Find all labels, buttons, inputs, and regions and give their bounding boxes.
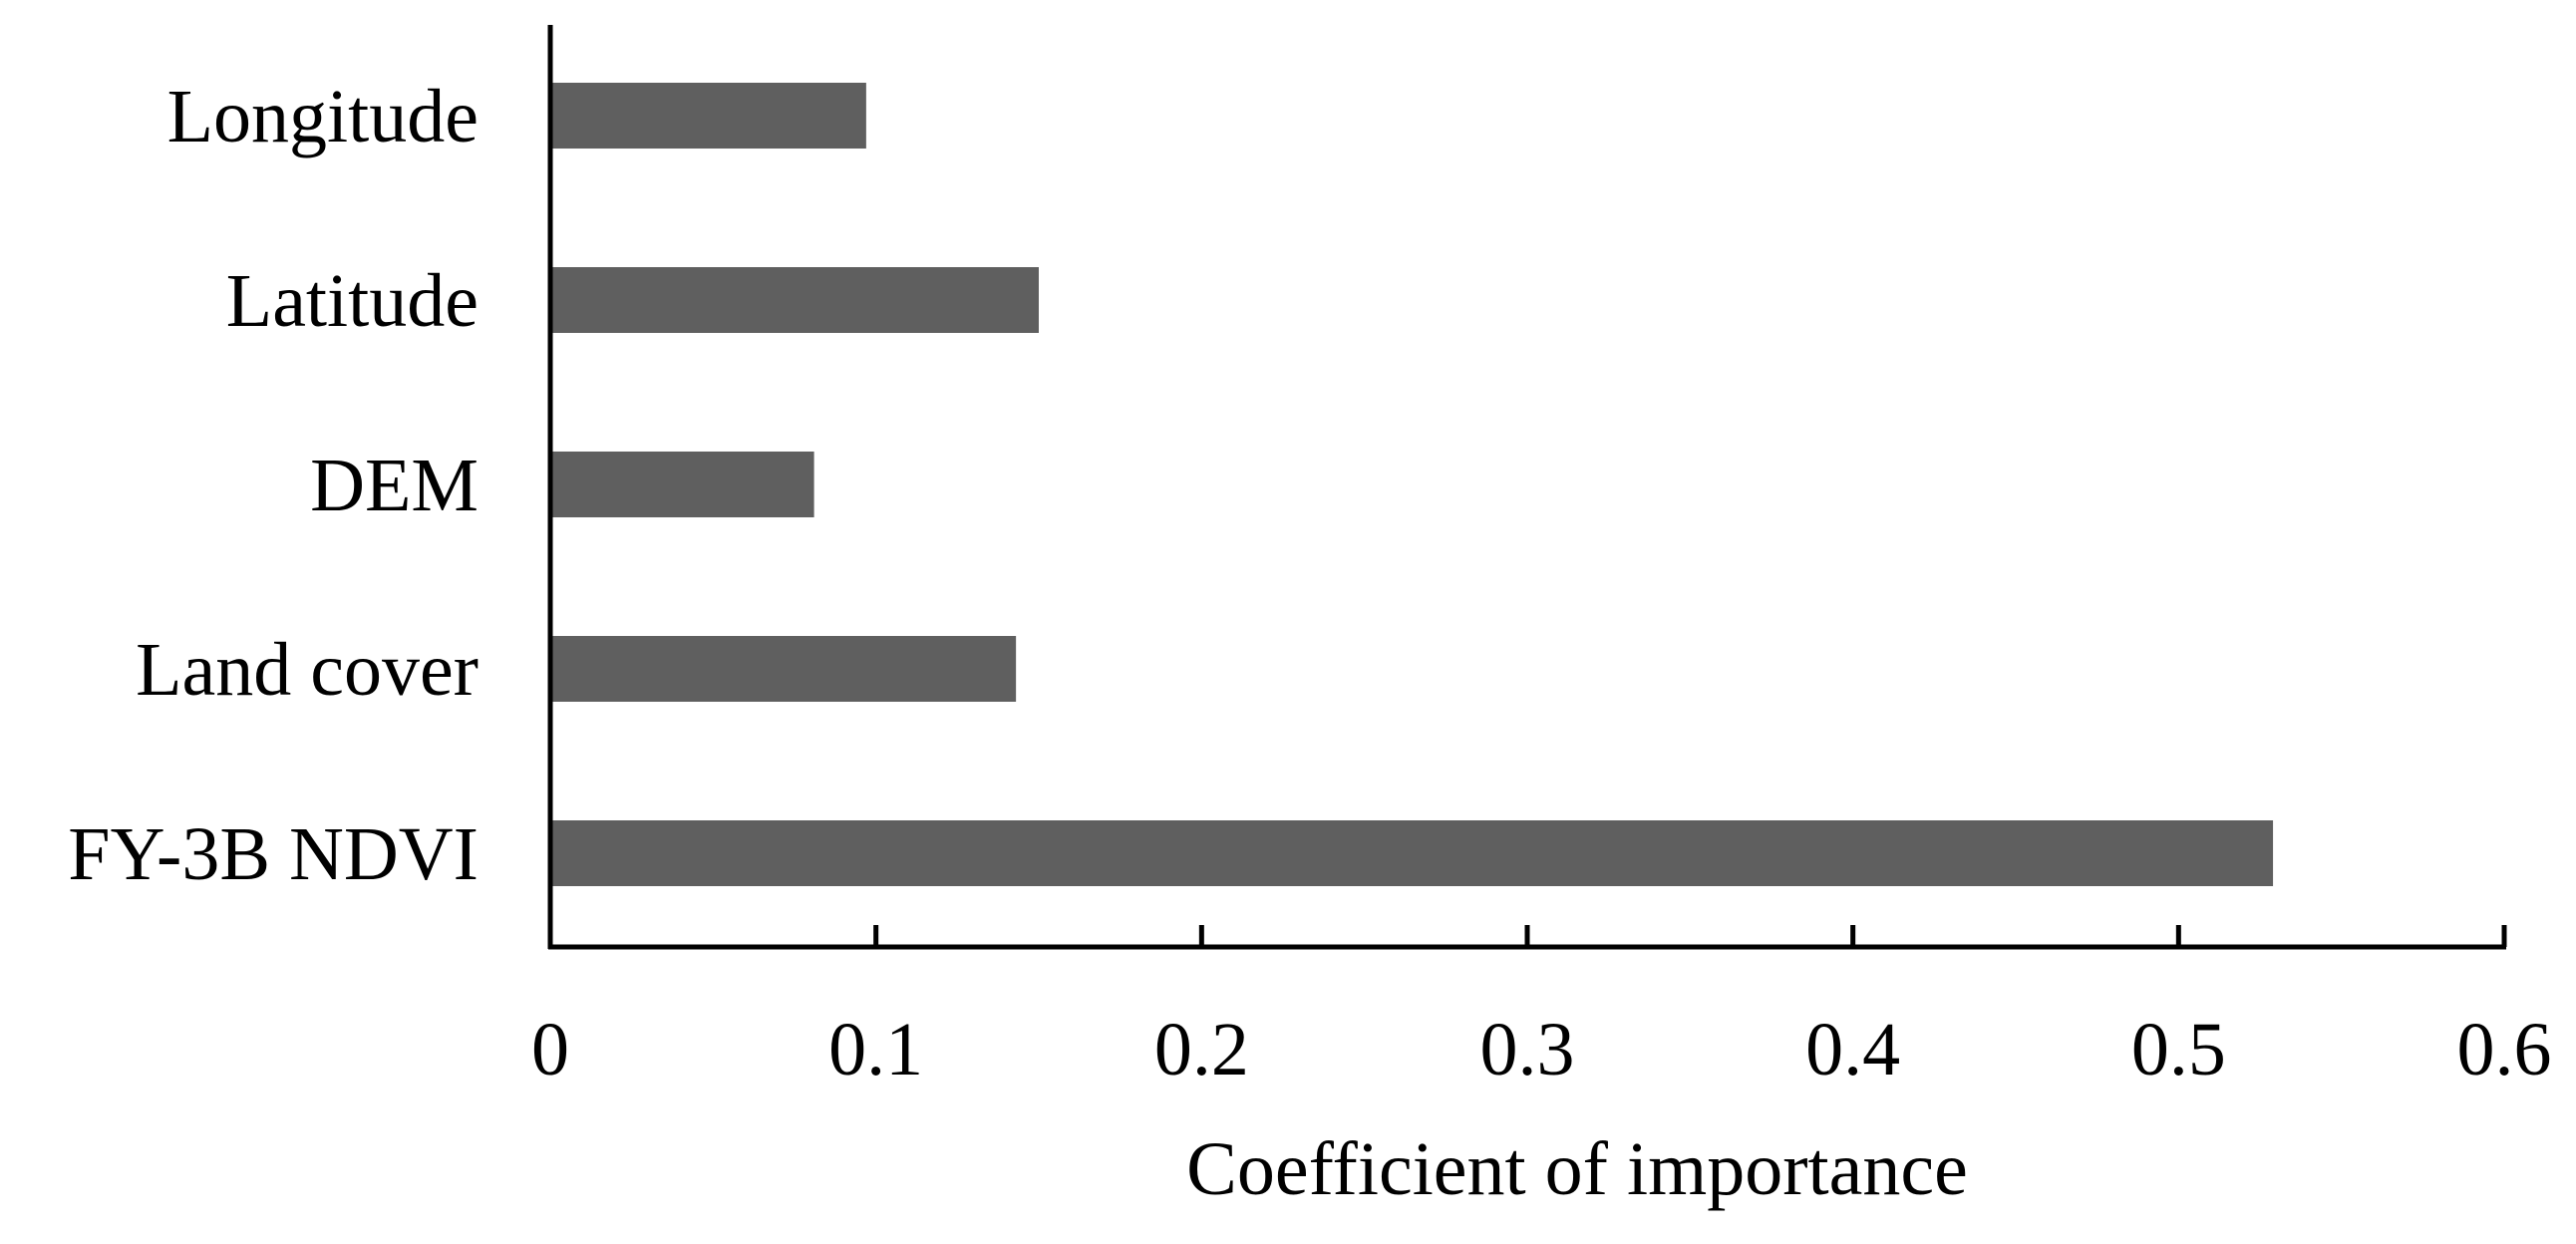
category-labels: Longitude Latitude DEM Land cover FY-3B NDVI <box>68 75 479 896</box>
category-label: Latitude <box>226 259 479 343</box>
x-tick-label: 0.6 <box>2457 1008 2552 1091</box>
bar-latitude <box>550 267 1039 333</box>
category-label: Longitude <box>167 75 479 158</box>
category-label: DEM <box>310 444 479 527</box>
x-tick-label: 0.5 <box>2131 1008 2226 1091</box>
x-tick-label: 0 <box>531 1008 569 1091</box>
bar-dem <box>550 452 814 517</box>
x-tick-label: 0.3 <box>1480 1008 1575 1091</box>
x-tick-label: 0.4 <box>1805 1008 1900 1091</box>
category-label: FY-3B NDVI <box>68 812 479 896</box>
axes-group <box>547 25 2506 950</box>
x-tick-labels: 0 0.1 0.2 0.3 0.4 0.5 0.6 <box>531 1008 2552 1091</box>
x-tick-label: 0.1 <box>828 1008 923 1091</box>
category-label: Land cover <box>136 628 479 712</box>
x-tick-label: 0.2 <box>1154 1008 1249 1091</box>
bar-land-cover <box>550 636 1017 702</box>
x-ticks <box>547 925 2507 947</box>
bar-longitude <box>550 83 866 149</box>
x-axis-title: Coefficient of importance <box>1186 1127 1968 1211</box>
bar-fy-3b-ndvi <box>550 820 2274 886</box>
bars-group <box>550 83 2274 886</box>
